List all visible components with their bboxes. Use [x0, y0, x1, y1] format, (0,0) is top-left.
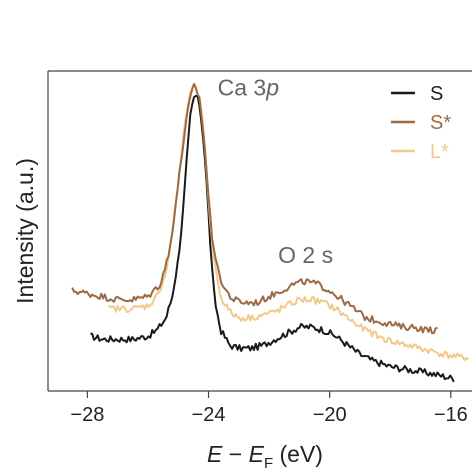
legend-label: L* [430, 141, 449, 163]
x-ticks: −28 −24 −20 −16 [70, 391, 468, 426]
legend-label: S* [430, 112, 451, 134]
x-tick-label: −24 [192, 404, 226, 426]
x-axis-title: E − EF (eV) [207, 441, 323, 468]
x-axis-var: E [207, 441, 223, 467]
series-line-s [90, 94, 455, 383]
x-axis-unit: (eV) [273, 441, 323, 467]
x-tick-label: −20 [313, 404, 347, 426]
o-2s-annotation: O 2 s [278, 242, 333, 268]
x-tick-label: −28 [70, 404, 104, 426]
x-axis-var2: E [249, 441, 265, 467]
series-layer [71, 82, 470, 383]
legend-label: S [430, 83, 443, 105]
y-axis-title: Intensity (a.u.) [12, 158, 38, 304]
ca-3p-annotation: Ca 3p [218, 74, 280, 100]
series-line-s-star [71, 83, 438, 335]
legend: S S* L* [391, 83, 451, 163]
x-axis-subscript: F [264, 455, 273, 468]
series-line-l-star [108, 82, 470, 361]
x-axis-minus: − [222, 441, 248, 467]
x-tick-label: −16 [434, 404, 468, 426]
annotations: Ca 3p O 2 s [218, 74, 334, 268]
